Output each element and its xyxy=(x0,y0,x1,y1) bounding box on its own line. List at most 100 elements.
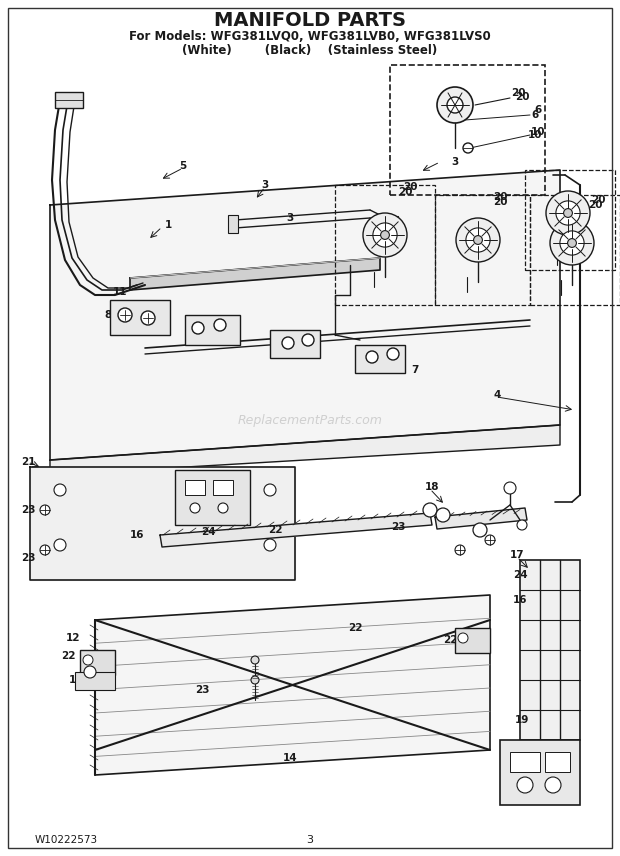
Text: 8: 8 xyxy=(104,310,112,320)
Text: 20: 20 xyxy=(591,195,605,205)
Circle shape xyxy=(381,230,389,240)
Circle shape xyxy=(40,505,50,515)
Polygon shape xyxy=(30,467,295,580)
Circle shape xyxy=(546,191,590,235)
Polygon shape xyxy=(95,595,490,775)
Bar xyxy=(545,752,570,772)
Circle shape xyxy=(264,484,276,496)
Circle shape xyxy=(474,235,482,245)
Circle shape xyxy=(567,239,577,247)
Circle shape xyxy=(504,482,516,494)
Text: 4: 4 xyxy=(494,390,501,400)
Bar xyxy=(110,300,170,335)
Text: 21: 21 xyxy=(20,457,35,467)
Polygon shape xyxy=(130,258,380,290)
Text: 23: 23 xyxy=(20,505,35,515)
Bar xyxy=(530,195,620,305)
Bar xyxy=(75,672,115,690)
Bar xyxy=(80,650,115,675)
Text: 22: 22 xyxy=(61,651,75,661)
Polygon shape xyxy=(50,170,560,460)
Circle shape xyxy=(436,508,450,522)
Circle shape xyxy=(118,308,132,322)
Circle shape xyxy=(251,676,259,684)
Text: 19: 19 xyxy=(515,715,529,725)
Text: 18: 18 xyxy=(425,482,439,492)
Circle shape xyxy=(560,231,584,255)
Text: 22: 22 xyxy=(268,525,282,535)
Circle shape xyxy=(54,484,66,496)
Text: 1: 1 xyxy=(164,220,172,230)
Circle shape xyxy=(437,87,473,123)
Text: 14: 14 xyxy=(283,753,298,763)
Bar xyxy=(390,65,545,195)
Text: 22: 22 xyxy=(443,635,458,645)
Circle shape xyxy=(302,334,314,346)
Polygon shape xyxy=(50,425,560,475)
Text: 2: 2 xyxy=(239,474,247,484)
Bar xyxy=(525,170,615,270)
Bar xyxy=(388,216,398,234)
Bar xyxy=(185,315,240,345)
Circle shape xyxy=(54,539,66,551)
Circle shape xyxy=(264,539,276,551)
Text: 16: 16 xyxy=(130,530,144,540)
Circle shape xyxy=(456,218,500,262)
Circle shape xyxy=(517,520,527,530)
Text: For Models: WFG381LVQ0, WFG381LVB0, WFG381LVS0: For Models: WFG381LVQ0, WFG381LVB0, WFG3… xyxy=(129,29,491,43)
Circle shape xyxy=(251,656,259,664)
Bar xyxy=(355,345,405,373)
Circle shape xyxy=(455,545,465,555)
Text: 6: 6 xyxy=(534,105,542,115)
Text: 3: 3 xyxy=(262,180,268,190)
Circle shape xyxy=(458,633,468,643)
Text: 24: 24 xyxy=(201,527,215,537)
Circle shape xyxy=(517,777,533,793)
Circle shape xyxy=(447,97,463,113)
Text: 7: 7 xyxy=(411,365,418,375)
Circle shape xyxy=(214,319,226,331)
Text: 22: 22 xyxy=(348,623,362,633)
Text: 24: 24 xyxy=(513,570,528,580)
Circle shape xyxy=(363,213,407,257)
Bar xyxy=(185,480,205,495)
Text: MANIFOLD PARTS: MANIFOLD PARTS xyxy=(214,10,406,29)
Text: W10222573: W10222573 xyxy=(35,835,98,845)
Polygon shape xyxy=(435,508,527,529)
Circle shape xyxy=(84,666,96,678)
Text: 17: 17 xyxy=(510,550,525,560)
Circle shape xyxy=(550,221,594,265)
Bar xyxy=(435,195,530,305)
Text: 3: 3 xyxy=(286,213,294,223)
Text: 20: 20 xyxy=(511,88,525,98)
Text: 20: 20 xyxy=(493,197,507,207)
Bar xyxy=(213,480,233,495)
Bar xyxy=(175,470,250,525)
Bar xyxy=(55,92,83,108)
Text: 15: 15 xyxy=(503,747,517,757)
Text: 20: 20 xyxy=(403,182,417,192)
Text: 20: 20 xyxy=(515,92,529,102)
Circle shape xyxy=(545,777,561,793)
Text: 8: 8 xyxy=(189,325,197,335)
Circle shape xyxy=(190,503,200,513)
Text: 23: 23 xyxy=(391,522,405,532)
Bar xyxy=(335,185,435,305)
Text: 10: 10 xyxy=(531,127,545,137)
Circle shape xyxy=(556,201,580,225)
Text: 20: 20 xyxy=(398,187,412,197)
Text: ReplacementParts.com: ReplacementParts.com xyxy=(237,413,383,426)
Text: 13: 13 xyxy=(69,675,83,685)
Circle shape xyxy=(218,503,228,513)
Circle shape xyxy=(366,351,378,363)
Text: 12: 12 xyxy=(66,633,80,643)
Text: 10: 10 xyxy=(528,130,542,140)
Bar xyxy=(520,560,580,740)
Circle shape xyxy=(192,322,204,334)
Text: 20: 20 xyxy=(588,200,602,210)
Circle shape xyxy=(373,223,397,247)
Circle shape xyxy=(466,228,490,253)
Circle shape xyxy=(423,503,437,517)
Text: 16: 16 xyxy=(513,595,527,605)
Text: 23: 23 xyxy=(195,685,210,695)
